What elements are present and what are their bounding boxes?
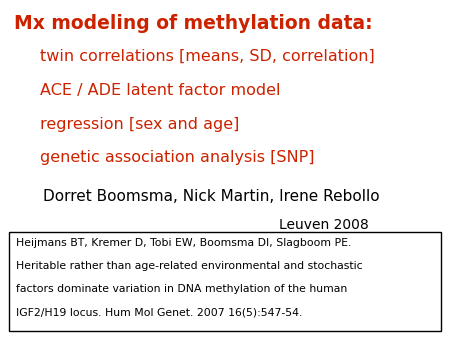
Text: ACE / ADE latent factor model: ACE / ADE latent factor model [40, 83, 281, 98]
Text: Heritable rather than age-related environmental and stochastic: Heritable rather than age-related enviro… [16, 261, 362, 271]
Text: IGF2/H19 locus. Hum Mol Genet. 2007 16(5):547-54.: IGF2/H19 locus. Hum Mol Genet. 2007 16(5… [16, 307, 302, 317]
Text: twin correlations [means, SD, correlation]: twin correlations [means, SD, correlatio… [40, 49, 375, 64]
Text: regression [sex and age]: regression [sex and age] [40, 117, 240, 131]
Text: Heijmans BT, Kremer D, Tobi EW, Boomsma DI, Slagboom PE.: Heijmans BT, Kremer D, Tobi EW, Boomsma … [16, 238, 351, 248]
Text: Leuven 2008: Leuven 2008 [279, 218, 369, 232]
FancyBboxPatch shape [9, 232, 441, 331]
Text: Mx modeling of methylation data:: Mx modeling of methylation data: [14, 14, 372, 32]
Text: genetic association analysis [SNP]: genetic association analysis [SNP] [40, 150, 315, 165]
Text: Dorret Boomsma, Nick Martin, Irene Rebollo: Dorret Boomsma, Nick Martin, Irene Rebol… [43, 189, 380, 204]
Text: factors dominate variation in DNA methylation of the human: factors dominate variation in DNA methyl… [16, 284, 347, 294]
